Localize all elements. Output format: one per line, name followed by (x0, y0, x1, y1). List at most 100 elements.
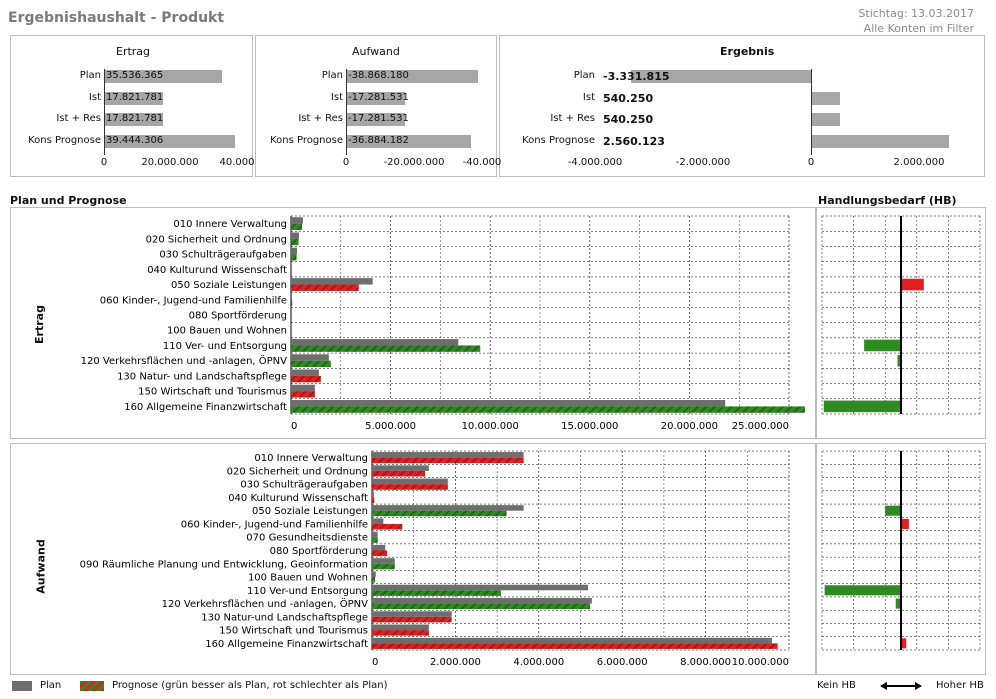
ertrag-plan-bar (291, 232, 299, 239)
aufwand-summary-value: -36.884.182 (348, 135, 409, 146)
ergebnis-summary-tick: -4.000.000 (567, 157, 623, 168)
aufwand-row-label: Kons Prognose (270, 135, 343, 146)
aufwand-summary-value: -38.868.180 (348, 70, 409, 81)
aufwand-summary-tick: -40.000 (462, 157, 502, 168)
aufwand-row-label: Plan (321, 70, 343, 81)
handlungsbedarf-heading: Handlungsbedarf (HB) (818, 194, 957, 207)
ertrag-summary-axis (104, 69, 105, 155)
aufwand-category-label: 020 Sicherheit und Ordnung (227, 466, 368, 477)
aufwand-summary-value: -17.281.531 (348, 92, 409, 103)
ertrag-summary-tick: 20.000.000 (141, 157, 199, 168)
ergebnis-summary-value: 2.560.123 (603, 135, 665, 148)
aufwand-summary-bar (346, 70, 479, 83)
ertrag-category-label: 110 Ver- und Entsorgung (163, 341, 287, 352)
legend-prognose-label: Prognose (grün besser als Plan, rot schl… (112, 680, 388, 691)
aufwand-plan-bar (372, 452, 524, 458)
aufwand-category-label: 070 Gesundheitsdienste (246, 533, 368, 544)
aufwand-hb-bar (901, 518, 909, 530)
ertrag-prognose-bar (291, 299, 293, 307)
aufwand-prognose-bar (372, 550, 388, 557)
ertrag-row-label: Ist + Res (56, 113, 101, 124)
aufwand-plan-bar (372, 571, 376, 578)
aufwand-plan-bar (372, 491, 374, 498)
aufwand-category-label: 120 Verkehrsflächen und -anlagen, ÖPNV (162, 597, 369, 610)
legend-prognose-swatch (80, 681, 104, 691)
aufwand-category-label: 130 Natur-und Landschaftspflege (201, 612, 368, 623)
ertrag-summary-panel (10, 35, 253, 177)
ergebnis-summary-bar (811, 113, 841, 126)
aufwand-category-label: 110 Ver-und Entsorgung (247, 586, 368, 597)
ertrag-prognose-bar (291, 360, 331, 368)
ertrag-plan-bar (291, 247, 297, 255)
ertrag-summary-bar (104, 70, 223, 83)
ergebnis-summary-value: 540.250 (603, 92, 654, 105)
ergebnis-summary-axis (811, 69, 812, 155)
ertrag-plan-bar (291, 217, 303, 224)
aufwand-row-label: Ist + Res (298, 113, 343, 124)
ergebnis-summary-panel (499, 35, 985, 177)
ertrag-category-label: 100 Bauen und Wohnen (167, 326, 287, 337)
aufwand-plan-bar (372, 478, 448, 485)
aufwand-category-label: 160 Allgemeine Finanzwirtschaft (205, 639, 368, 650)
ergebnis-summary-bar (811, 92, 841, 105)
aufwand-prognose-bar (372, 523, 403, 530)
ertrag-plan-bar (291, 354, 329, 361)
aufwand-plan-bar (372, 637, 772, 644)
ertrag-summary-value: 17.821.781 (106, 92, 164, 103)
aufwand-prognose-bar (372, 603, 590, 610)
aufwand-hb-bar (901, 638, 907, 649)
ergebnis-summary-tick: 2.000.000 (893, 157, 945, 168)
aufwand-prognose-bar (372, 484, 448, 490)
aufwand-category-label: 100 Bauen und Wohnen (248, 573, 368, 584)
ertrag-prognose-bar (291, 375, 321, 383)
stichtag-label: Stichtag: 13.03.2017 (858, 7, 974, 20)
aufwand-plan-bar (372, 544, 386, 551)
filter-label: Alle Konten im Filter (863, 22, 974, 35)
ertrag-plan-bar (291, 339, 459, 346)
aufwand-row-label: Ist (330, 92, 343, 103)
legend-kein-hb-label: Kein HB (817, 680, 856, 691)
aufwand-prognose-bar (372, 577, 376, 583)
aufwand-hb-bar (885, 505, 901, 516)
ertrag-prognose-bar (291, 223, 302, 231)
ertrag-x-tick: 20.000.000 (661, 421, 718, 432)
aufwand-plan-bar (372, 611, 452, 617)
ertrag-row-label: Kons Prognose (28, 135, 101, 146)
aufwand-x-tick: 8.000.000 (680, 657, 731, 668)
ergebnis-summary-tick: -2.000.000 (675, 157, 731, 168)
aufwand-summary-bar (346, 113, 405, 126)
ertrag-category-label: 160 Allgemeine Finanzwirtschaft (124, 402, 287, 413)
ertrag-x-tick: 5.000.000 (365, 421, 416, 432)
aufwand-prognose-bar (372, 510, 507, 517)
aufwand-category-label: 060 Kinder-, Jugend-und Familienhilfe (181, 519, 368, 530)
ergebnis-row-label: Plan (573, 70, 595, 81)
ertrag-category-label: 150 Wirtschaft und Tourismus (138, 387, 287, 398)
ertrag-prognose-bar (291, 284, 359, 291)
ertrag-prognose-bar (291, 254, 297, 261)
ertrag-summary-bar (104, 113, 164, 126)
ertrag-category-label: 080 Sportförderung (189, 311, 287, 322)
ertrag-summary-tick: 0 (100, 157, 108, 168)
aufwand-plan-bar (372, 465, 429, 471)
aufwand-prognose-bar (372, 616, 452, 623)
aufwand-category-label: 030 Schulträgeraufgaben (240, 480, 368, 491)
ertrag-category-label: 010 Innere Verwaltung (173, 219, 287, 230)
aufwand-summary-bar (346, 92, 405, 105)
aufwand-x-tick: 0 (372, 657, 378, 668)
ertrag-x-tick: 15.000.000 (561, 421, 618, 432)
aufwand-hb-bar (895, 598, 901, 609)
ertrag-category-label: 130 Natur- und Landschaftspflege (117, 371, 287, 382)
ertrag-summary-value: 17.821.781 (106, 113, 164, 124)
legend-plan-label: Plan (40, 680, 62, 691)
ertrag-hb-bar (864, 339, 901, 352)
aufwand-summary-tick: 0 (342, 157, 350, 168)
aufwand-plan-bar (372, 584, 589, 591)
aufwand-summary-bar (346, 135, 472, 148)
aufwand-prognose-bar (372, 630, 429, 636)
aufwand-plan-bar (372, 624, 429, 631)
ertrag-plan-bar (291, 399, 726, 407)
ertrag-x-tick: 0 (291, 421, 297, 432)
aufwand-plan-bar (372, 518, 384, 524)
